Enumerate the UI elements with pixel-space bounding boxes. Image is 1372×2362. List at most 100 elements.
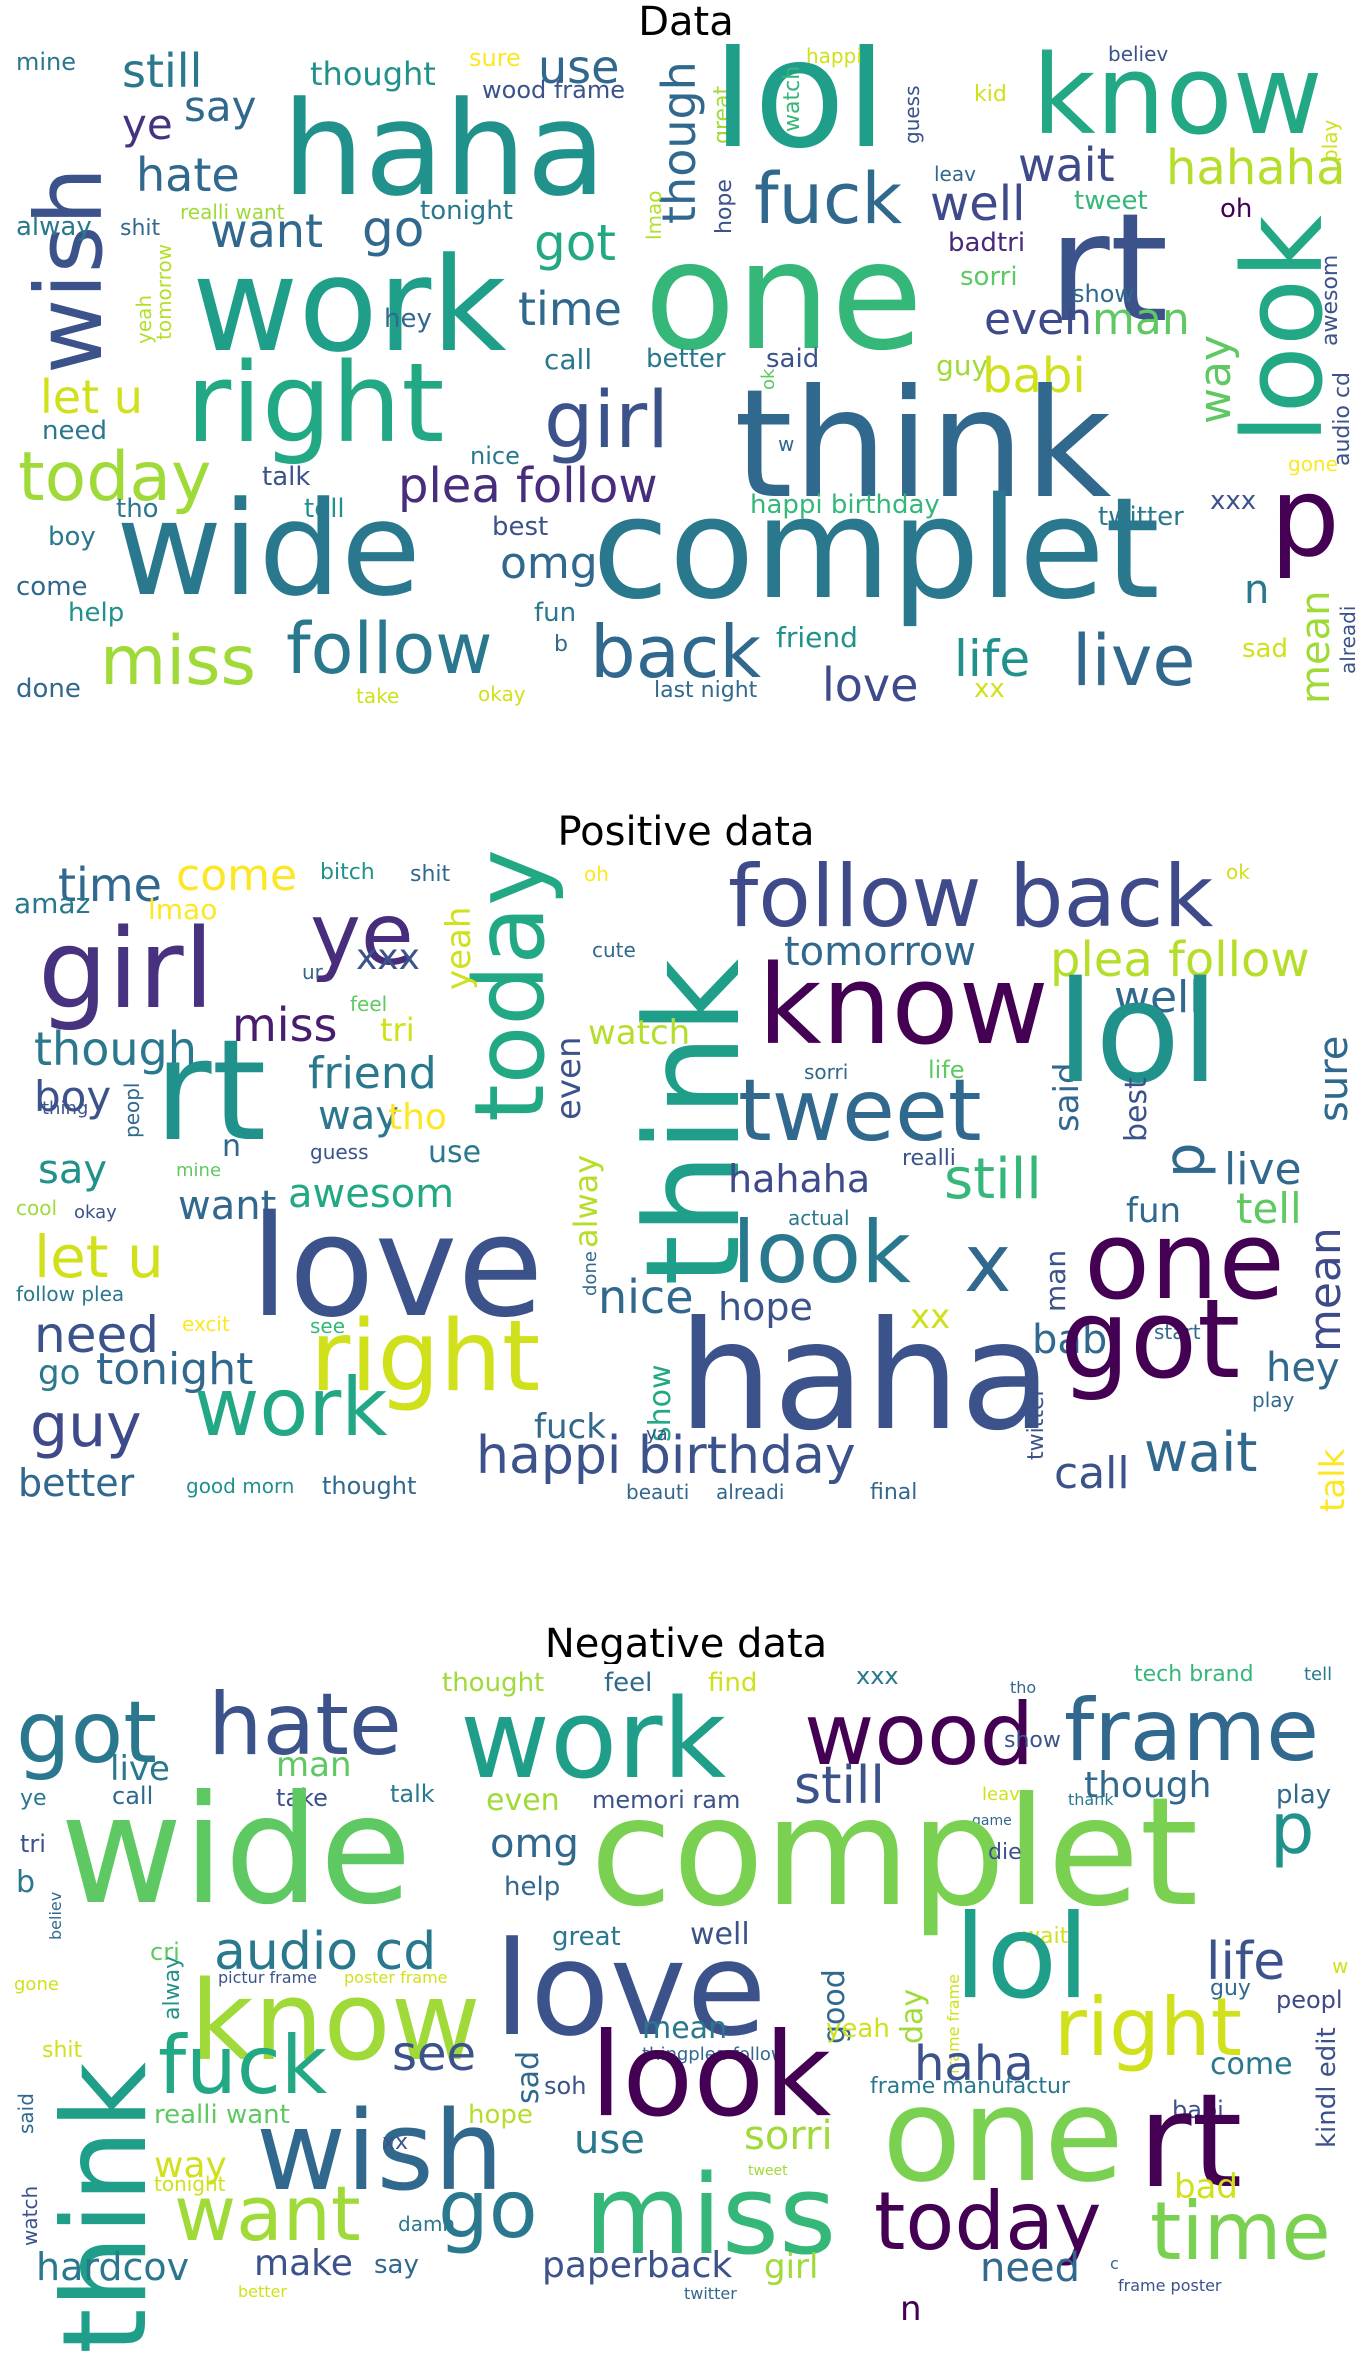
word: tell [1236, 1184, 1302, 1233]
word: better [646, 344, 726, 374]
word: die [988, 1840, 1022, 1865]
word: game [972, 1813, 1012, 1829]
word: tomorrow [152, 243, 176, 340]
word: miss [100, 622, 256, 701]
word: use [428, 1135, 482, 1170]
wordcloud: mine wish still say thought sure use woo… [14, 44, 1358, 720]
word: hey [1266, 1345, 1340, 1391]
word: beauti [626, 1480, 690, 1504]
word: happi birthday [750, 490, 940, 520]
word: follow plea [16, 1282, 125, 1306]
word: mine [16, 48, 77, 76]
word: follow [286, 608, 493, 690]
word: okay [478, 682, 526, 706]
word: lmao [148, 893, 218, 926]
word: go [362, 200, 425, 258]
word: love [822, 658, 919, 712]
word: rt [154, 1010, 267, 1173]
word: say [38, 1147, 108, 1193]
word: babi [1032, 1317, 1119, 1363]
word: right [1054, 1981, 1242, 2074]
word: think [734, 358, 1112, 532]
word: guy [936, 349, 989, 382]
word: sad [1242, 634, 1288, 664]
word: n [222, 1129, 242, 1164]
word: haha [678, 1290, 1052, 1464]
word: way [1190, 335, 1241, 424]
word: talk [262, 462, 311, 492]
wordcloud-panel-data: Data mine wish still say thought sure us… [14, 0, 1358, 720]
word: haha [282, 73, 607, 225]
wordcloud: thought feel find xxx tech brand tell th… [14, 1664, 1358, 2360]
word: nice [470, 442, 520, 470]
word: ur [302, 960, 323, 984]
word: plea follow [398, 458, 658, 514]
word: n [900, 2289, 922, 2329]
word: need [980, 2245, 1080, 2291]
word: xx [974, 674, 1005, 704]
word: still [122, 44, 203, 98]
word: life [954, 630, 1031, 688]
word: one [644, 210, 924, 384]
word: w [1332, 1954, 1349, 1978]
word: live [110, 1749, 170, 1789]
word: badtri [948, 228, 1026, 258]
word: come [16, 572, 88, 602]
word: xx [382, 2130, 409, 2155]
word: hope [468, 2100, 533, 2130]
wordcloud-panel-positive: Positive data time come bitch shit oh ok… [14, 808, 1358, 1528]
word: today [18, 438, 212, 517]
word: watch [588, 1013, 691, 1053]
word: guess [900, 85, 924, 144]
word: omg [490, 1821, 579, 1867]
word: make [254, 2243, 353, 2284]
word: tomorrow [784, 929, 977, 975]
word: twitter [684, 2284, 737, 2303]
word: thingplea follow [642, 2044, 786, 2065]
word: fun [1126, 1191, 1182, 1231]
word: talk [1313, 1448, 1353, 1512]
panel-title: Data [638, 0, 734, 45]
word: thought [442, 1668, 545, 1698]
word: twitter [1024, 1387, 1049, 1460]
word: come [1210, 2047, 1293, 2082]
word: got [1060, 1275, 1241, 1403]
word: mine [176, 1160, 222, 1181]
word: one [882, 2059, 1124, 2211]
word: back [590, 610, 762, 694]
word: thought [322, 1472, 417, 1500]
word: got [534, 214, 616, 272]
word: watch [780, 65, 805, 132]
word: okay [74, 1202, 117, 1223]
word: wood frame [482, 76, 626, 104]
word: work [192, 229, 507, 381]
word: cute [592, 938, 636, 962]
word: though [1084, 1765, 1212, 1806]
word: see [392, 2026, 477, 2082]
word: know [190, 1957, 481, 2085]
word: girl [38, 905, 215, 1033]
word: though [34, 1022, 197, 1076]
word: take [356, 684, 400, 708]
word: girl [764, 2247, 819, 2287]
word: excit [182, 1312, 230, 1336]
word: feel [604, 1668, 653, 1698]
word: watch [18, 2185, 42, 2246]
word: say [374, 2250, 419, 2280]
word: got [16, 1683, 157, 1783]
word: let u [34, 1223, 164, 1291]
word: go [38, 1353, 81, 1393]
word: realli want [154, 2100, 290, 2130]
word: miss [232, 998, 338, 1052]
word: oh [1220, 194, 1253, 224]
word: take [276, 1784, 328, 1812]
word: last night [654, 678, 758, 703]
word: start [1154, 1320, 1201, 1344]
word: cri [150, 1938, 180, 1966]
word: feel [350, 992, 388, 1016]
word: babi [1172, 2096, 1224, 2124]
word: girl [544, 376, 669, 466]
word: p [1153, 1142, 1218, 1178]
word: peopl [120, 1082, 144, 1139]
word: poster frame [344, 1968, 448, 1987]
